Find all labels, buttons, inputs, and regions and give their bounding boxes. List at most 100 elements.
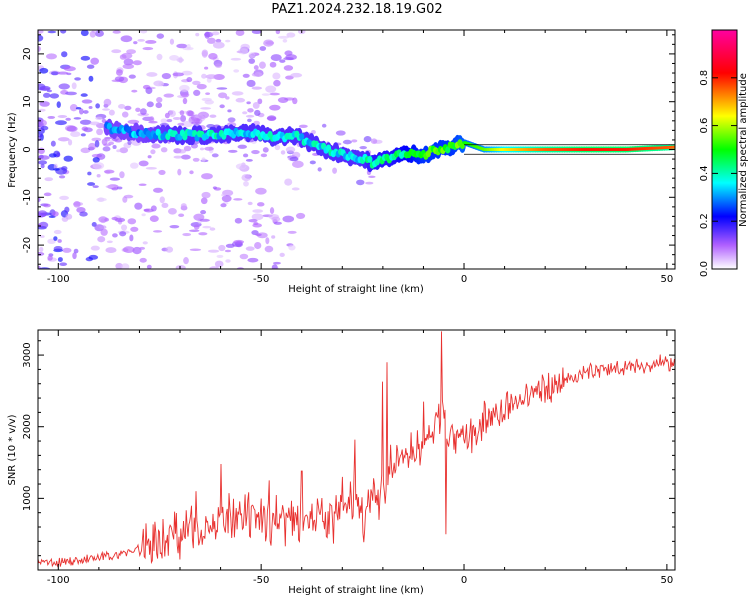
noise-blob <box>365 181 374 185</box>
noise-blob <box>153 187 164 193</box>
noise-blob <box>38 197 41 203</box>
noise-blob <box>90 57 99 65</box>
noise-blob <box>119 171 125 179</box>
noise-blob <box>285 146 296 153</box>
noise-blob <box>55 120 67 126</box>
noise-blob <box>58 83 70 90</box>
noise-blob <box>235 163 247 170</box>
noise-blob <box>80 30 89 37</box>
noise-blob <box>204 31 210 39</box>
noise-blob <box>168 110 176 118</box>
noise-blob <box>150 205 157 212</box>
noise-blob <box>80 133 86 137</box>
noise-blob <box>39 67 49 74</box>
noise-blob <box>149 215 159 223</box>
noise-blob <box>139 30 148 34</box>
snr-axes: -100 -50 0 50 1000 2000 3000 <box>22 330 675 586</box>
noise-blob <box>271 264 278 269</box>
noise-blob <box>47 30 57 34</box>
noise-blob <box>79 108 84 115</box>
noise-blob <box>116 186 123 190</box>
noise-blob <box>38 221 49 229</box>
noise-blob <box>311 129 316 135</box>
noise-blob <box>146 72 158 77</box>
noise-blob <box>200 209 207 215</box>
noise-blob <box>138 183 147 186</box>
noise-blob <box>38 210 48 218</box>
noise-blob <box>173 155 183 159</box>
noise-blob <box>48 153 57 158</box>
noise-blob <box>214 260 224 268</box>
noise-blob <box>198 232 208 236</box>
noise-blob <box>88 142 96 151</box>
noise-blob <box>156 33 165 39</box>
noise-blob <box>273 79 281 87</box>
ridge-core <box>671 145 675 149</box>
noise-blob <box>102 146 111 152</box>
noise-blob <box>81 99 93 104</box>
noise-blob <box>82 110 89 114</box>
noise-blob <box>186 76 193 83</box>
x-tick-label: 50 <box>661 575 674 586</box>
noise-blob <box>57 115 68 118</box>
noise-blob <box>220 203 227 208</box>
x-tick-label: -100 <box>47 274 70 285</box>
noise-blob <box>292 160 304 168</box>
noise-blob <box>181 120 193 128</box>
noise-blob <box>227 109 232 113</box>
noise-blob <box>75 106 82 110</box>
noise-blob <box>181 70 193 76</box>
noise-blob <box>156 97 163 103</box>
noise-blob <box>209 227 216 231</box>
noise-blob <box>230 57 242 61</box>
noise-blob <box>142 47 154 51</box>
noise-blob <box>242 153 249 158</box>
noise-blob <box>65 91 77 96</box>
noise-blob <box>140 108 147 116</box>
noise-blob <box>245 246 255 251</box>
noise-blob <box>122 63 135 70</box>
noise-blob <box>177 168 182 176</box>
noise-blob <box>225 243 235 248</box>
noise-blob <box>39 85 51 91</box>
noise-blob <box>247 201 253 206</box>
noise-blob <box>92 162 105 170</box>
noise-blob <box>74 77 81 81</box>
y-tick-label: -20 <box>22 237 33 253</box>
x-tick-label: 0 <box>461 575 467 586</box>
noise-blob <box>134 202 143 210</box>
noise-blob <box>269 61 277 68</box>
noise-blob <box>172 116 182 121</box>
noise-blob <box>116 149 121 153</box>
noise-blob <box>286 32 296 38</box>
noise-blob <box>169 224 180 229</box>
noise-blob <box>38 30 44 34</box>
noise-blob <box>40 125 49 131</box>
noise-blob <box>129 234 134 242</box>
noise-blob <box>248 52 256 59</box>
noise-blob <box>179 110 185 116</box>
noise-blob <box>53 229 62 235</box>
noise-blob <box>158 81 164 87</box>
noise-blob <box>43 92 51 98</box>
noise-blob <box>158 169 166 175</box>
colorbar-tick-label: 0.4 <box>699 165 710 181</box>
noise-blob <box>176 43 188 49</box>
noise-blob <box>252 102 260 109</box>
noise-blob <box>114 76 125 82</box>
noise-blob <box>251 30 262 34</box>
colorbar-tick-label: 0.2 <box>699 213 710 229</box>
spectrogram-ylabel: Frequency (Hz) <box>7 112 18 188</box>
noise-blob <box>105 247 117 254</box>
noise-blob <box>79 119 92 125</box>
noise-blob <box>119 147 129 154</box>
noise-blob <box>179 84 190 92</box>
noise-blob <box>218 92 228 99</box>
noise-blob <box>105 185 115 189</box>
noise-blob <box>277 35 290 39</box>
noise-blob <box>67 139 73 146</box>
noise-blob <box>72 252 77 260</box>
noise-blob <box>237 144 247 149</box>
noise-blob <box>95 116 103 120</box>
